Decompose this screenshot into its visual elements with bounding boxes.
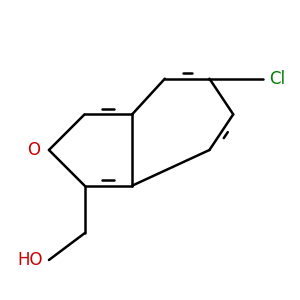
Text: O: O (27, 141, 40, 159)
Text: HO: HO (17, 251, 43, 269)
Text: Cl: Cl (269, 70, 285, 88)
